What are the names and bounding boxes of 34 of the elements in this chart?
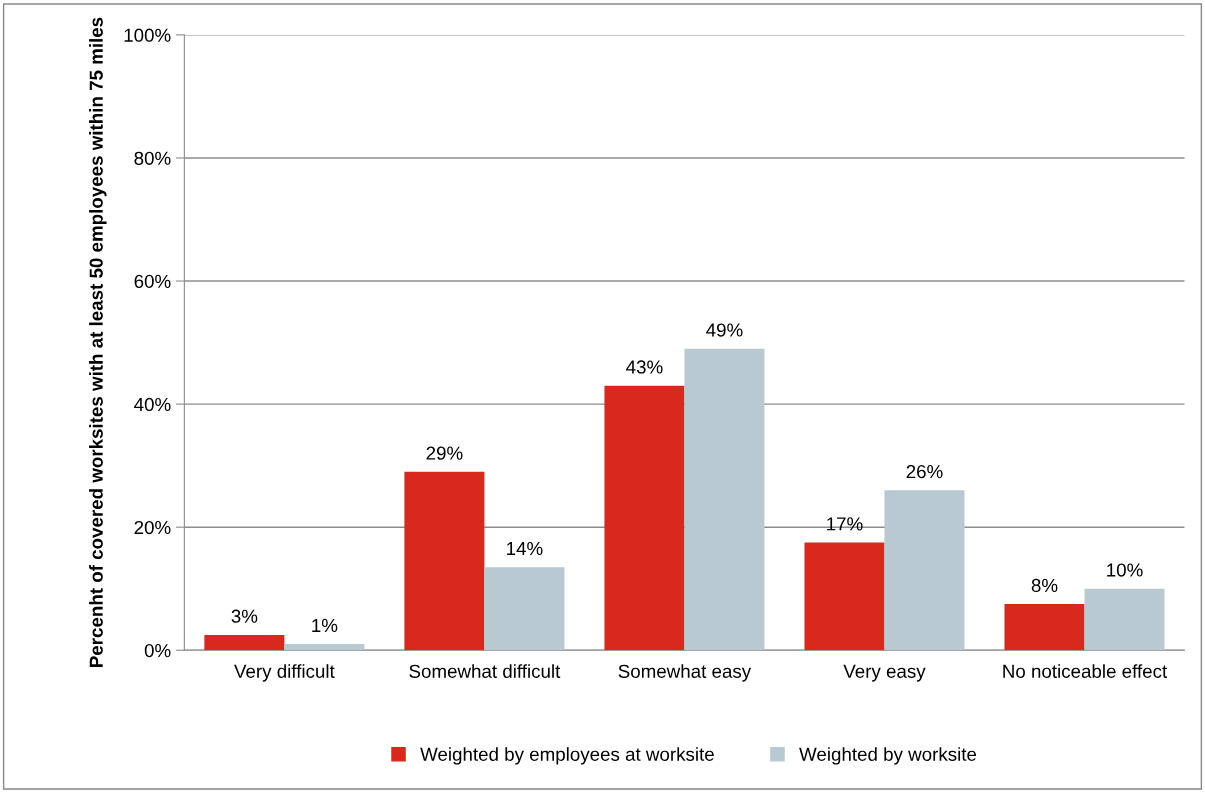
x-tick-label: Very difficult [234, 664, 335, 682]
bar [284, 644, 365, 651]
y-tick-label: 60% [134, 274, 171, 289]
data-label: 3% [231, 609, 258, 623]
bar [684, 348, 765, 651]
data-label: 14% [507, 541, 543, 556]
bar [804, 542, 885, 651]
data-label: 49% [706, 323, 743, 337]
data-label: 26% [906, 464, 943, 479]
data-label: 17% [827, 517, 863, 531]
bar [604, 385, 685, 651]
bar [1084, 588, 1165, 651]
data-label: 8% [1031, 578, 1058, 593]
y-tick-label: 80% [134, 151, 171, 165]
x-tick-label: No noticeable effect [1003, 664, 1168, 678]
legend-label: Weighted by employees at worksite [420, 747, 714, 765]
legend-label: Weighted by worksite [799, 747, 977, 765]
bar [484, 567, 565, 651]
data-label: 29% [426, 446, 463, 460]
x-tick-label: Somewhat difficult [409, 664, 561, 678]
x-tick-label: Somewhat easy [618, 664, 752, 682]
y-tick-label: 100% [124, 28, 171, 42]
x-tick-label: Very easy [843, 664, 926, 682]
data-label: 43% [626, 360, 663, 374]
y-axis-title: Percenht of covered worksites with at least 50 employees within 75 miles [89, 17, 107, 667]
y-tick-label: 20% [134, 520, 171, 535]
bar [884, 490, 965, 651]
bar [204, 634, 285, 651]
bar [1004, 604, 1085, 651]
y-tick-label: 0% [144, 643, 171, 658]
y-tick-label: 40% [134, 397, 171, 412]
data-label: 1% [312, 618, 338, 632]
data-label: 10% [1107, 563, 1143, 577]
bar [404, 471, 485, 651]
